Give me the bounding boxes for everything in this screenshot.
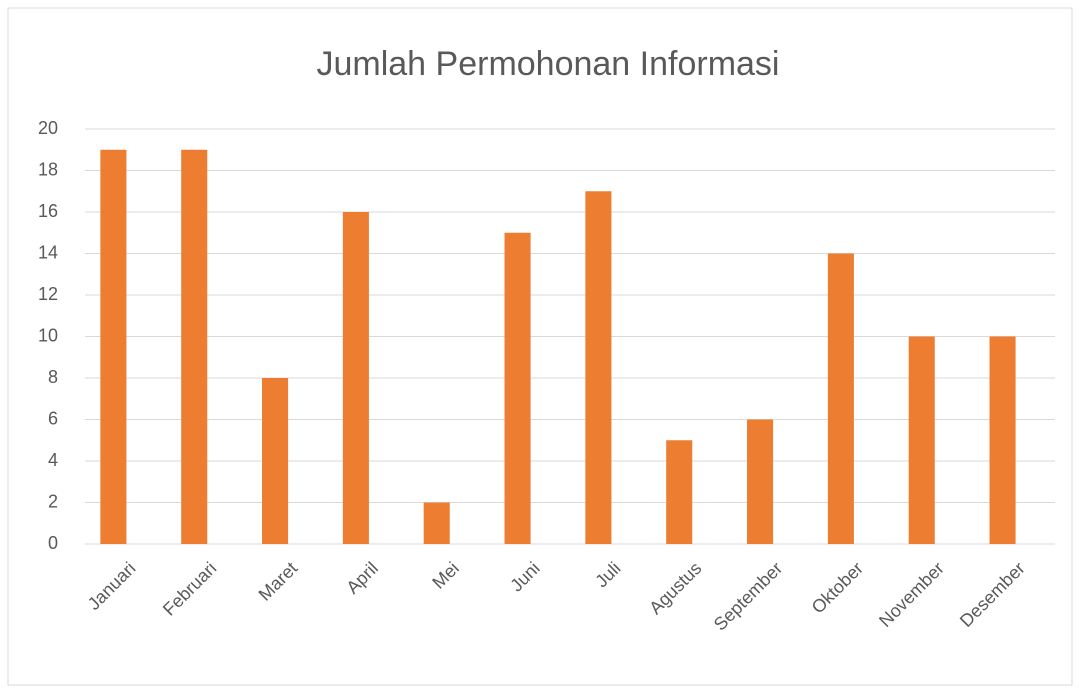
- bar: [423, 502, 450, 544]
- bar: [262, 378, 289, 544]
- bar: [181, 149, 208, 544]
- bar: [100, 149, 127, 544]
- bar: [747, 419, 774, 544]
- bar: [989, 336, 1016, 544]
- bar: [504, 232, 531, 544]
- bar: [666, 440, 693, 544]
- y-tick-label: 4: [48, 450, 58, 470]
- y-tick-label: 18: [38, 159, 58, 179]
- bar: [908, 336, 935, 544]
- chart-title: Jumlah Permohonan Informasi: [316, 45, 779, 83]
- bar: [342, 212, 369, 544]
- y-tick-label: 8: [48, 367, 58, 387]
- bar: [585, 191, 612, 544]
- y-tick-label: 16: [38, 201, 58, 221]
- y-tick-label: 20: [38, 118, 58, 138]
- y-tick-label: 14: [38, 242, 58, 262]
- y-tick-label: 10: [38, 325, 58, 345]
- y-tick-label: 2: [48, 491, 58, 511]
- y-tick-label: 6: [48, 408, 58, 428]
- bar: [827, 253, 854, 544]
- y-tick-label: 12: [38, 284, 58, 304]
- y-tick-label: 0: [48, 533, 58, 553]
